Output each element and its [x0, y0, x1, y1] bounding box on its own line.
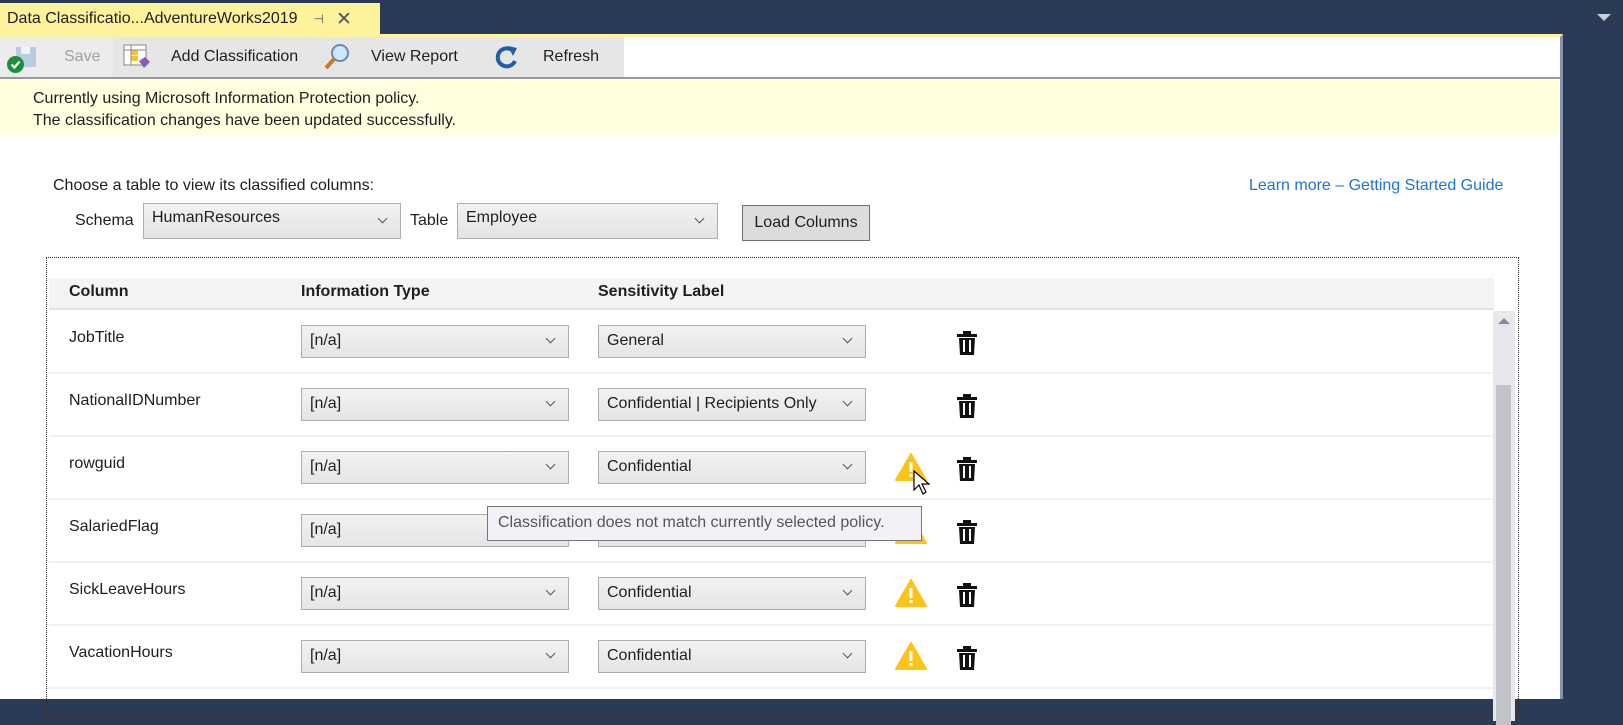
table-row: rowguid [n/a] Confidential	[49, 437, 1494, 500]
information-type-dropdown[interactable]: [n/a]	[301, 451, 569, 484]
magnifier-icon	[323, 43, 351, 71]
refresh-label: Refresh	[543, 48, 600, 65]
schema-label: Schema	[75, 212, 134, 229]
tab-overflow-dropdown-icon[interactable]	[1597, 14, 1611, 21]
chevron-down-icon	[842, 648, 853, 659]
load-columns-button[interactable]: Load Columns	[742, 205, 870, 241]
table-row: JobTitle [n/a] General	[49, 311, 1494, 374]
scroll-up-arrow-icon[interactable]	[1498, 318, 1510, 324]
refresh-icon	[493, 43, 521, 71]
warning-icon[interactable]	[895, 642, 927, 670]
info-line-2: The classification changes have been upd…	[33, 112, 457, 129]
information-type-value: [n/a]	[310, 458, 342, 475]
choose-table-prompt: Choose a table to view its classified co…	[53, 177, 375, 194]
document-window: Save Add Classification View Report Refr…	[0, 34, 1563, 725]
information-type-value: [n/a]	[310, 332, 342, 349]
sensitivity-label-dropdown[interactable]: Confidential	[598, 451, 866, 484]
learn-more-link[interactable]: Learn more – Getting Started Guide	[1249, 177, 1504, 194]
sensitivity-label-dropdown[interactable]: Confidential | Recipients Only	[598, 388, 866, 421]
save-label: Save	[64, 48, 101, 65]
view-report-button[interactable]: View Report	[323, 37, 493, 77]
check-circle-icon	[7, 56, 24, 73]
chevron-down-icon	[694, 213, 705, 224]
table-row: VacationHours [n/a] Confidential	[49, 626, 1494, 689]
delete-trash-icon[interactable]	[957, 331, 977, 355]
information-type-dropdown[interactable]: [n/a]	[301, 388, 569, 421]
delete-trash-icon[interactable]	[957, 394, 977, 418]
information-type-dropdown[interactable]: [n/a]	[301, 325, 569, 358]
column-name: rowguid	[69, 455, 126, 472]
column-name: VacationHours	[69, 644, 173, 661]
information-type-dropdown[interactable]: [n/a]	[301, 577, 569, 610]
table-tag-icon	[123, 43, 151, 71]
mouse-cursor-icon	[913, 470, 931, 495]
column-name: SickLeaveHours	[69, 581, 186, 598]
sensitivity-label-value: Confidential	[607, 458, 692, 475]
column-name: JobTitle	[69, 329, 125, 346]
info-bar: Currently using Microsoft Information Pr…	[0, 80, 1560, 136]
information-type-value: [n/a]	[310, 584, 342, 601]
delete-trash-icon[interactable]	[957, 583, 977, 607]
pin-icon[interactable]: ⊣	[313, 12, 324, 26]
warning-icon[interactable]	[895, 579, 927, 607]
sensitivity-label-value: General	[607, 332, 664, 349]
chevron-down-icon	[842, 585, 853, 596]
sensitivity-label-dropdown[interactable]: Confidential	[598, 577, 866, 610]
scrollbar-thumb[interactable]	[1496, 385, 1511, 725]
add-classification-button[interactable]: Add Classification	[113, 37, 323, 77]
sensitivity-label-value: Confidential | Recipients Only	[607, 395, 817, 412]
tab-title: Data Classificatio...AdventureWorks2019	[7, 10, 298, 27]
close-icon[interactable]: ✕	[335, 8, 352, 30]
warning-icon[interactable]	[895, 453, 927, 481]
column-name: SalariedFlag	[69, 518, 159, 535]
table-label: Table	[410, 212, 449, 229]
table-row: SickLeaveHours [n/a] Confidential	[49, 563, 1494, 626]
delete-trash-icon[interactable]	[957, 520, 977, 544]
refresh-button[interactable]: Refresh	[493, 37, 599, 77]
toolbar: Save Add Classification View Report Refr…	[0, 37, 1560, 79]
schema-value: HumanResources	[152, 209, 281, 226]
chevron-down-icon	[545, 648, 556, 659]
chevron-down-icon	[545, 333, 556, 344]
table-value: Employee	[466, 209, 538, 226]
chevron-down-icon	[545, 396, 556, 407]
chevron-down-icon	[545, 459, 556, 470]
table-dropdown[interactable]: Employee	[457, 203, 718, 239]
delete-trash-icon[interactable]	[957, 457, 977, 481]
title-bar: Data Classificatio...AdventureWorks2019 …	[0, 0, 1623, 35]
chevron-down-icon	[842, 459, 853, 470]
information-type-value: [n/a]	[310, 647, 342, 664]
sensitivity-label-dropdown[interactable]: Confidential	[598, 640, 866, 673]
document-tab[interactable]: Data Classificatio...AdventureWorks2019 …	[0, 3, 380, 35]
add-classification-label: Add Classification	[171, 48, 299, 65]
chevron-down-icon	[377, 213, 388, 224]
information-type-value: [n/a]	[310, 521, 342, 538]
chevron-down-icon	[842, 333, 853, 344]
delete-trash-icon[interactable]	[957, 646, 977, 670]
view-report-label: View Report	[371, 48, 458, 65]
info-line-1: Currently using Microsoft Information Pr…	[33, 90, 420, 107]
vertical-scrollbar[interactable]	[1493, 311, 1515, 725]
chevron-down-icon	[842, 396, 853, 407]
sensitivity-label-value: Confidential	[607, 584, 692, 601]
column-name: NationalIDNumber	[69, 392, 201, 409]
sensitivity-label-value: Confidential	[607, 647, 692, 664]
classification-grid: Column Information Type Sensitivity Labe…	[46, 257, 1519, 725]
header-information-type[interactable]: Information Type	[301, 283, 430, 300]
schema-dropdown[interactable]: HumanResources	[143, 203, 401, 239]
sensitivity-label-dropdown[interactable]: General	[598, 325, 866, 358]
header-column[interactable]: Column	[69, 283, 129, 300]
information-type-value: [n/a]	[310, 395, 342, 412]
header-sensitivity-label[interactable]: Sensitivity Label	[598, 283, 725, 300]
information-type-dropdown[interactable]: [n/a]	[301, 640, 569, 673]
chevron-down-icon	[545, 585, 556, 596]
grid-header: Column Information Type Sensitivity Labe…	[49, 278, 1494, 310]
table-row: NationalIDNumber [n/a] Confidential | Re…	[49, 374, 1494, 437]
tooltip: Classification does not match currently …	[487, 506, 922, 541]
